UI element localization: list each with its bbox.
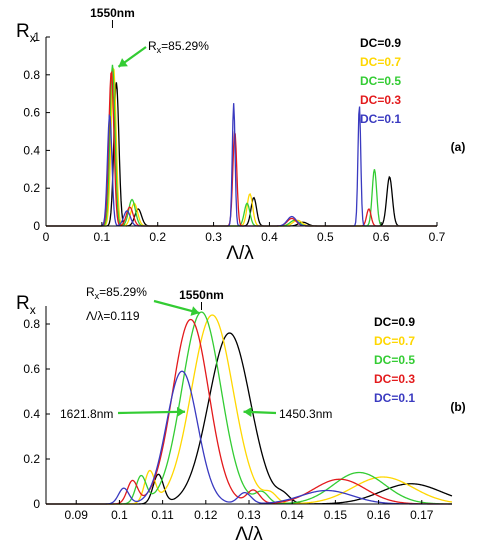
annotation-rx: Rx=85.29% <box>148 39 209 55</box>
legend-entry: DC=0.3 <box>360 93 401 107</box>
y-axis-label-sub: x <box>30 303 36 317</box>
annotation-arrow-left-head <box>176 406 186 417</box>
x-tick-label: 0.1 <box>111 508 128 522</box>
x-tick-label: 0.15 <box>324 508 348 522</box>
legend-entry: DC=0.1 <box>360 112 401 126</box>
x-tick-label: 0.12 <box>194 508 218 522</box>
x-tick-label: 0.5 <box>317 230 334 244</box>
x-axis-label: Λ/λ <box>226 243 254 264</box>
legend-entry: DC=0.5 <box>374 353 415 367</box>
annotation-rx: Rx=85.29% <box>86 285 147 301</box>
annotation-rx-sub: x <box>157 45 162 55</box>
annotation-rx-value: =85.29% <box>161 39 209 53</box>
x-tick-label: 0.7 <box>429 230 446 244</box>
annotation-rx-value: =85.29% <box>99 285 147 299</box>
x-tick-label: 0.16 <box>367 508 391 522</box>
annotation-arrow-left <box>117 410 186 415</box>
legend-entry: DC=0.7 <box>374 334 415 348</box>
x-tick-label: 0 <box>43 230 50 244</box>
y-axis-label-sub: x <box>30 31 36 45</box>
y-tick-label: 0 <box>33 219 40 233</box>
annotation-rx-sub: x <box>95 291 100 301</box>
wavelength-marker-label: 1550nm <box>90 6 135 20</box>
x-tick-label: 0.4 <box>261 230 278 244</box>
annotation-ratio: Λ/λ=0.119 <box>86 309 140 323</box>
y-tick-label: 0.2 <box>23 181 40 195</box>
legend-entry: DC=0.7 <box>360 55 401 69</box>
y-tick-label: 0.6 <box>23 106 40 120</box>
y-tick-label: 0.8 <box>23 68 40 82</box>
legend-entry: DC=0.3 <box>374 372 415 386</box>
y-tick-label: 0.4 <box>23 143 40 157</box>
x-tick-label: 0.1 <box>94 230 111 244</box>
y-tick-label: 0 <box>33 497 40 511</box>
panel-label: (b) <box>450 400 465 414</box>
legend-entry: DC=0.5 <box>360 74 401 88</box>
legend-entry: DC=0.9 <box>374 315 415 329</box>
x-tick-label: 0.6 <box>373 230 390 244</box>
annotation-arrow-right-head <box>243 407 252 418</box>
y-tick-label: 0.8 <box>23 317 40 331</box>
panel-label: (a) <box>451 140 466 154</box>
series-line <box>46 370 452 505</box>
x-tick-label: 0.17 <box>410 508 434 522</box>
x-tick-label: 0.3 <box>205 230 222 244</box>
y-tick-label: 1 <box>33 30 40 44</box>
annotation-wavelength-right: 1450.3nm <box>279 407 332 421</box>
x-tick-label: 0.2 <box>149 230 166 244</box>
annotation-arrow-head <box>118 58 128 67</box>
annotation-arrow-head <box>190 306 200 316</box>
y-tick-label: 0.4 <box>23 407 40 421</box>
legend-entry: DC=0.1 <box>374 391 415 405</box>
x-tick-label: 0.13 <box>237 508 261 522</box>
legend-entry: DC=0.9 <box>360 36 401 50</box>
y-tick-label: 0.2 <box>23 452 40 466</box>
panel-a: 0 0.1 0.2 0.3 0.4 0.5 0.6 0.700.20.40.60.81RxΛ/… <box>16 6 465 264</box>
y-tick-label: 0.6 <box>23 362 40 376</box>
wavelength-marker-label: 1550nm <box>179 288 224 302</box>
annotation-wavelength-left: 1621.8nm <box>60 407 113 421</box>
panel-b: 0.09 0.1 0.11 0.12 0.13 0.14 0.15 0.16 0.17 0 0.2 0… <box>16 285 466 545</box>
x-tick-label: 0.11 <box>151 508 174 522</box>
series-line <box>46 64 437 227</box>
x-tick-label: 0.14 <box>281 508 305 522</box>
x-tick-label: 0.09 <box>65 508 89 522</box>
x-axis-label: Λ/λ <box>235 524 263 545</box>
